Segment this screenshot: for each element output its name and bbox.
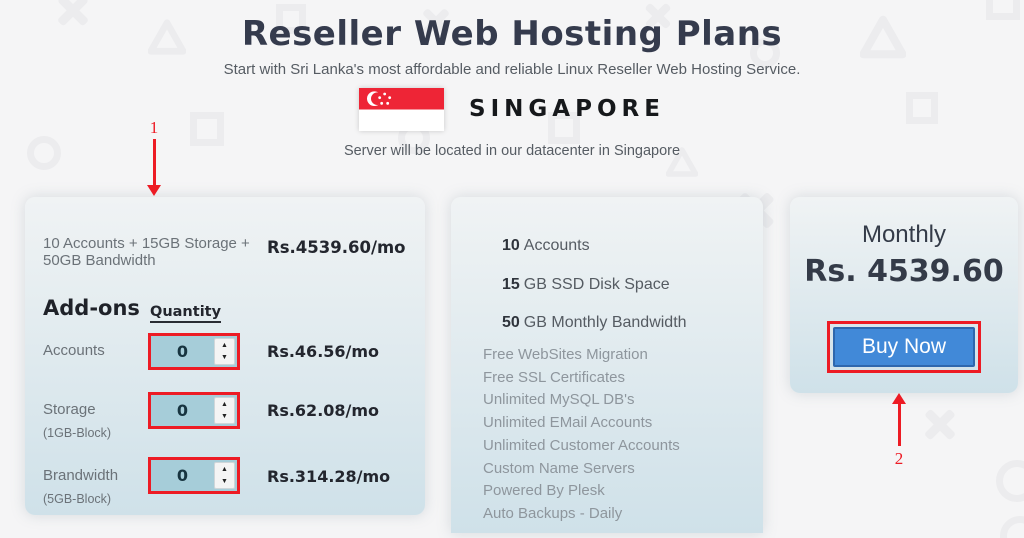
- spec-accounts: 10 Accounts: [502, 237, 590, 255]
- accounts-quantity-input[interactable]: [151, 342, 214, 361]
- feature-item: Unlimited Customer Accounts: [483, 436, 680, 454]
- buy-now-highlight-box: Buy Now: [827, 321, 981, 373]
- feature-item: Free SSL Certificates: [483, 368, 625, 386]
- stepper-up-icon[interactable]: ▲: [221, 342, 228, 349]
- addon-price-accounts: Rs.46.56/mo: [267, 342, 380, 361]
- feature-item: Free WebSites Migration: [483, 346, 648, 363]
- spec-disk: 15 GB SSD Disk Space: [502, 276, 670, 294]
- location-note: Server will be located in our datacenter…: [343, 143, 681, 159]
- bg-square-shape: [906, 92, 938, 124]
- annotation-arrow-line: [897, 404, 901, 446]
- bg-triangle-shape: [666, 146, 698, 178]
- bg-circle-shape: [27, 136, 61, 170]
- bg-circle-shape: [1000, 516, 1024, 538]
- billing-period: Monthly: [861, 221, 947, 248]
- stepper-down-icon[interactable]: ▼: [221, 478, 228, 485]
- bg-square-shape: [986, 0, 1020, 20]
- addon-price-bandwidth: Rs.314.28/mo: [267, 467, 391, 486]
- bg-square-shape: [190, 112, 224, 146]
- location-name: SINGAPORE: [469, 96, 665, 122]
- stepper-arrows: ▲ ▼: [214, 397, 235, 424]
- bg-circle-shape: [750, 38, 780, 68]
- stepper-down-icon[interactable]: ▼: [221, 354, 228, 361]
- spec-value: 10: [502, 237, 520, 254]
- addon-label-accounts: Accounts: [43, 342, 105, 359]
- addon-sublabel-storage: (1GB-Block): [43, 426, 112, 440]
- addon-label-bandwidth: Brandwidth: [43, 467, 119, 484]
- stepper-arrows: ▲ ▼: [214, 338, 235, 365]
- bandwidth-quantity-input[interactable]: [151, 466, 214, 485]
- features-card: 10 Accounts 15 GB SSD Disk Space 50 GB Mont…: [451, 197, 763, 533]
- addon-price-storage: Rs.62.08/mo: [267, 401, 380, 420]
- plan-summary: 10 Accounts + 15GB Storage + 50GB Bandwi…: [43, 235, 250, 269]
- feature-item: Unlimited EMail Accounts: [483, 414, 653, 432]
- bg-square-shape: [276, 4, 306, 34]
- arrow-up-icon: [892, 393, 906, 404]
- spec-value: 50: [502, 314, 520, 331]
- annotation-step-2: 2: [892, 393, 906, 467]
- buy-now-button[interactable]: Buy Now: [833, 327, 975, 367]
- quantity-column-header: Quantity: [150, 304, 222, 323]
- stepper-arrows: ▲ ▼: [214, 462, 235, 489]
- storage-quantity-stepper[interactable]: ▲ ▼: [148, 392, 240, 429]
- stepper-up-icon[interactable]: ▲: [221, 401, 228, 408]
- stepper-up-icon[interactable]: ▲: [221, 466, 228, 473]
- addons-heading: Add-ons: [43, 296, 140, 320]
- bandwidth-quantity-stepper[interactable]: ▲ ▼: [148, 457, 240, 494]
- bg-x-shape: [922, 406, 958, 442]
- bg-triangle-shape: [860, 14, 906, 60]
- feature-item: Powered By Plesk: [483, 482, 605, 500]
- pricing-card: Monthly Rs. 4539.60 Buy Now: [790, 197, 1018, 393]
- bg-circle-shape: [996, 460, 1024, 502]
- bg-square-shape: [548, 112, 580, 144]
- spec-bandwidth: 50 GB Monthly Bandwidth: [502, 314, 687, 332]
- total-price: Rs. 4539.60: [804, 254, 1004, 289]
- annotation-step-1: 1: [147, 119, 161, 196]
- bg-triangle-shape: [148, 18, 186, 56]
- stepper-down-icon[interactable]: ▼: [221, 413, 228, 420]
- features-list: Free WebSites Migration Free SSL Certifi…: [483, 344, 743, 526]
- singapore-flag-icon: [359, 87, 445, 131]
- accounts-quantity-stepper[interactable]: ▲ ▼: [148, 333, 240, 370]
- arrow-down-icon: [147, 185, 161, 196]
- plan-price: Rs.4539.60/mo: [267, 238, 406, 257]
- annotation-step-2-label: 2: [894, 449, 904, 468]
- addons-card: 10 Accounts + 15GB Storage + 50GB Bandwi…: [25, 197, 425, 515]
- addon-label-storage: Storage: [43, 401, 96, 418]
- annotation-arrow-line: [152, 139, 156, 185]
- spec-text: GB SSD Disk Space: [523, 276, 670, 293]
- storage-quantity-input[interactable]: [151, 401, 214, 420]
- spec-value: 15: [502, 276, 520, 293]
- page-title: Reseller Web Hosting Plans: [241, 14, 783, 54]
- annotation-step-1-label: 1: [149, 118, 159, 137]
- page-subtitle: Start with Sri Lanka's most affordable a…: [223, 61, 801, 78]
- feature-item: Custom Name Servers: [483, 459, 635, 477]
- spec-text: GB Monthly Bandwidth: [523, 314, 687, 331]
- addon-sublabel-bandwidth: (5GB-Block): [43, 492, 112, 506]
- feature-item: Unlimited MySQL DB's: [483, 391, 635, 409]
- location-row: SINGAPORE: [0, 86, 1024, 132]
- spec-text: Accounts: [523, 237, 590, 254]
- feature-item: Auto Backups - Daily: [483, 504, 623, 522]
